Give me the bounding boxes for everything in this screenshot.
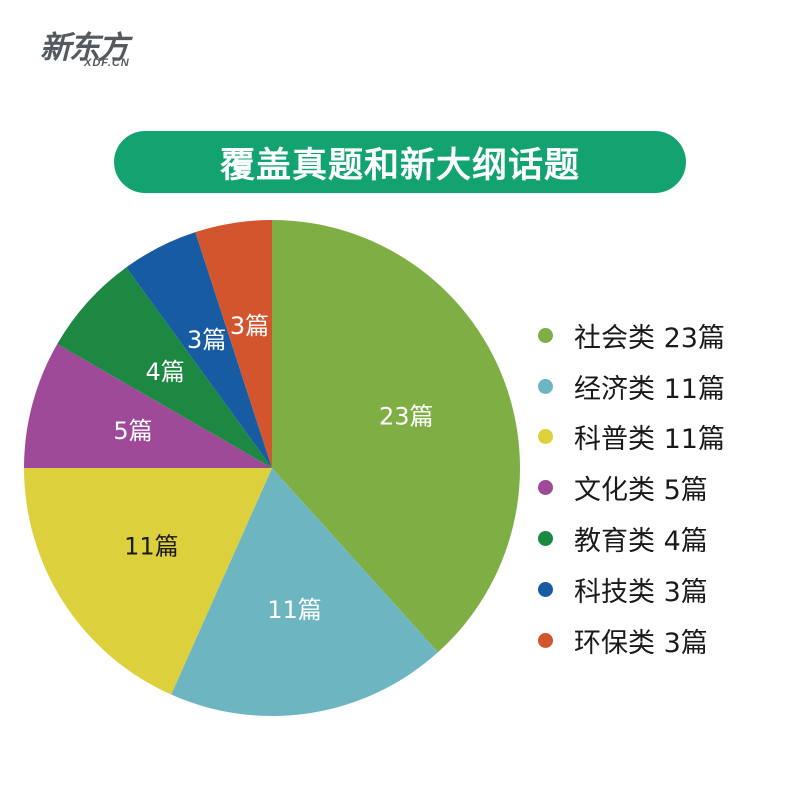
pie-slice-6 bbox=[126, 232, 273, 468]
chart-legend: 社会类 23篇 经济类 11篇 科普类 11篇 文化类 5篇 教育类 4篇 科技类 3篇环… bbox=[538, 310, 725, 666]
legend-swatch bbox=[538, 327, 553, 343]
slice-label-7: 3篇 bbox=[230, 312, 269, 340]
slice-label-2: 11篇 bbox=[267, 596, 322, 624]
legend-swatch bbox=[538, 581, 553, 597]
slice-label-1: 23篇 bbox=[379, 402, 434, 430]
legend-label: 科普类 11篇 bbox=[574, 424, 725, 456]
pie-slice-3 bbox=[24, 468, 272, 695]
chart-title-banner: 覆盖真题和新大纲话题 bbox=[114, 131, 686, 193]
slice-label-3: 11篇 bbox=[124, 532, 179, 560]
slice-label-5: 4篇 bbox=[145, 358, 184, 386]
legend-label: 教育类 4篇 bbox=[574, 526, 708, 558]
legend-label: 经济类 11篇 bbox=[574, 373, 725, 405]
legend-label: 环保类 3篇 bbox=[574, 627, 708, 659]
legend-swatch bbox=[538, 480, 553, 496]
legend-item-7: 环保类 3篇 bbox=[538, 615, 725, 666]
pie-slice-1 bbox=[272, 220, 520, 653]
legend-item-1: 社会类 23篇 bbox=[538, 310, 725, 361]
legend-item-5: 教育类 4篇 bbox=[538, 513, 725, 564]
legend-swatch bbox=[538, 531, 553, 547]
legend-item-4: 文化类 5篇 bbox=[538, 462, 725, 513]
slice-label-6: 3篇 bbox=[187, 326, 226, 354]
slice-label-4: 5篇 bbox=[113, 417, 152, 445]
xdf-logo: 新东方 XDF.CN bbox=[40, 22, 150, 74]
chart-title: 覆盖真题和新大纲话题 bbox=[219, 145, 580, 186]
legend-label: 科技类 3篇 bbox=[574, 576, 708, 608]
logo-domain: XDF.CN bbox=[84, 57, 130, 69]
legend-label: 文化类 5篇 bbox=[574, 475, 708, 507]
legend-swatch bbox=[538, 632, 553, 648]
legend-label: 社会类 23篇 bbox=[574, 322, 725, 354]
legend-swatch bbox=[538, 429, 553, 445]
pie-slice-5 bbox=[57, 267, 272, 468]
logo-text: 新东方 bbox=[40, 30, 129, 66]
pie-slice-4 bbox=[24, 344, 272, 468]
legend-swatch bbox=[538, 378, 553, 394]
pie-slice-7 bbox=[195, 220, 272, 468]
legend-item-6: 科技类 3篇 bbox=[538, 564, 725, 615]
pie-slice-2 bbox=[171, 468, 438, 716]
legend-item-3: 科普类 11篇 bbox=[538, 412, 725, 463]
legend-item-2: 经济类 11篇 bbox=[538, 361, 725, 412]
